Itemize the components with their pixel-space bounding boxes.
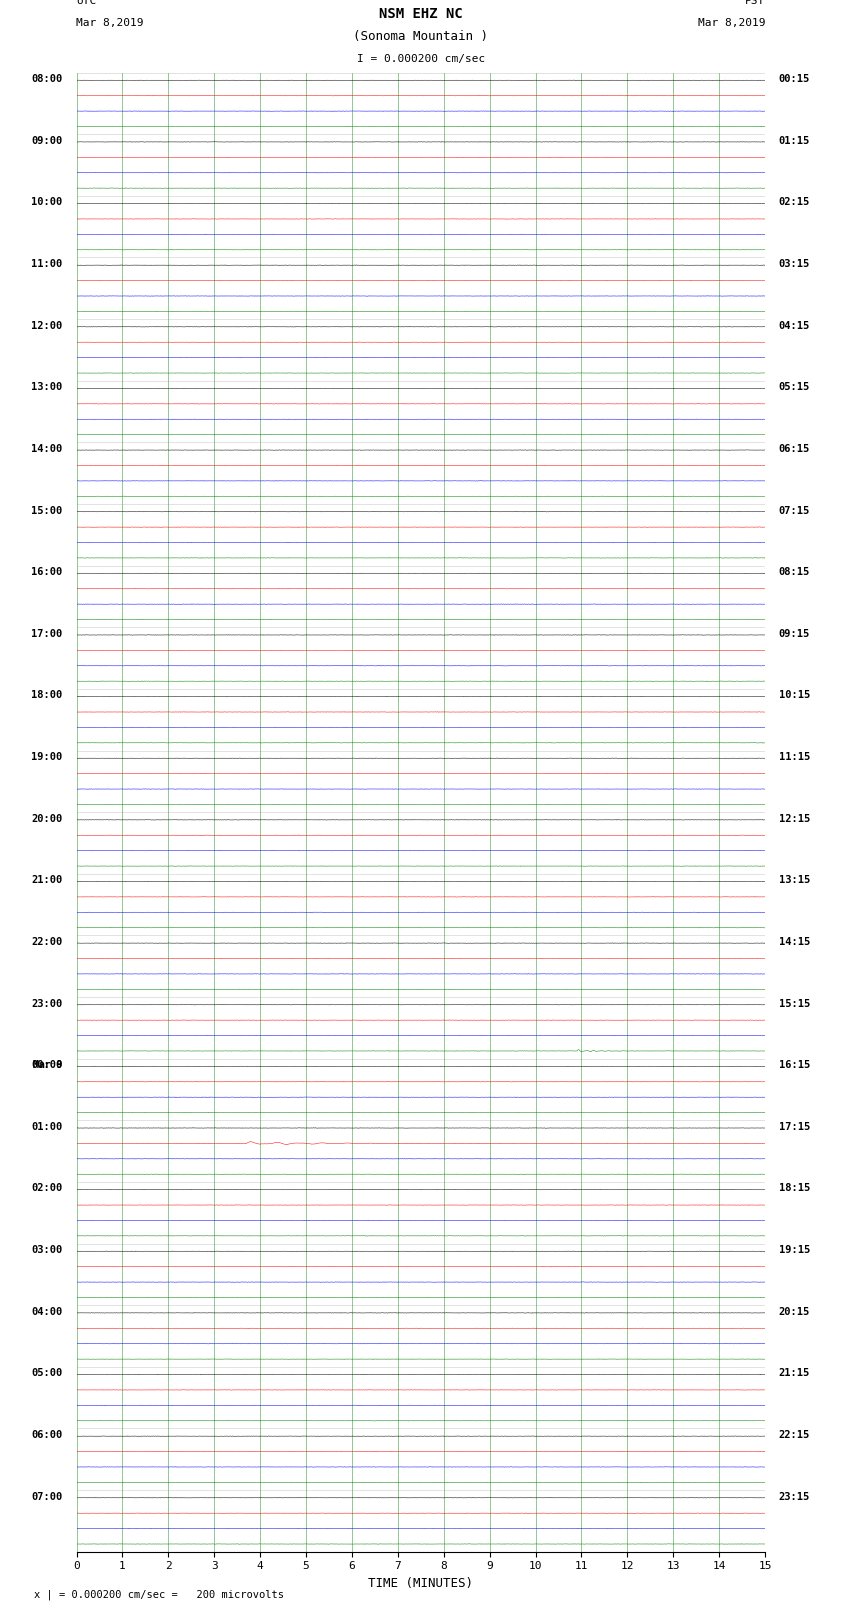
- Text: (Sonoma Mountain ): (Sonoma Mountain ): [354, 31, 488, 44]
- Text: 17:00: 17:00: [31, 629, 63, 639]
- Text: 08:00: 08:00: [31, 74, 63, 84]
- Text: 22:15: 22:15: [779, 1431, 810, 1440]
- Text: 08:15: 08:15: [779, 568, 810, 577]
- Text: 22:00: 22:00: [31, 937, 63, 947]
- Text: 10:15: 10:15: [779, 690, 810, 700]
- Text: 23:15: 23:15: [779, 1492, 810, 1502]
- Text: 00:00: 00:00: [31, 1060, 63, 1069]
- Text: 06:00: 06:00: [31, 1431, 63, 1440]
- Text: 07:15: 07:15: [779, 505, 810, 516]
- Text: UTC: UTC: [76, 0, 97, 6]
- Text: 18:00: 18:00: [31, 690, 63, 700]
- Text: 06:15: 06:15: [779, 444, 810, 453]
- Text: 04:00: 04:00: [31, 1307, 63, 1316]
- Text: 15:00: 15:00: [31, 505, 63, 516]
- Text: 02:00: 02:00: [31, 1184, 63, 1194]
- Text: 15:15: 15:15: [779, 998, 810, 1008]
- X-axis label: TIME (MINUTES): TIME (MINUTES): [368, 1578, 473, 1590]
- Text: 11:15: 11:15: [779, 752, 810, 761]
- Text: 18:15: 18:15: [779, 1184, 810, 1194]
- Text: 01:00: 01:00: [31, 1121, 63, 1132]
- Text: 21:00: 21:00: [31, 876, 63, 886]
- Text: 20:00: 20:00: [31, 813, 63, 824]
- Text: 21:15: 21:15: [779, 1368, 810, 1379]
- Text: 17:15: 17:15: [779, 1121, 810, 1132]
- Text: 14:00: 14:00: [31, 444, 63, 453]
- Text: 04:15: 04:15: [779, 321, 810, 331]
- Text: 14:15: 14:15: [779, 937, 810, 947]
- Text: 13:00: 13:00: [31, 382, 63, 392]
- Text: 05:00: 05:00: [31, 1368, 63, 1379]
- Text: 11:00: 11:00: [31, 260, 63, 269]
- Text: 02:15: 02:15: [779, 197, 810, 208]
- Text: 20:15: 20:15: [779, 1307, 810, 1316]
- Text: 12:00: 12:00: [31, 321, 63, 331]
- Text: 03:15: 03:15: [779, 260, 810, 269]
- Text: 09:00: 09:00: [31, 135, 63, 145]
- Text: x | = 0.000200 cm/sec =   200 microvolts: x | = 0.000200 cm/sec = 200 microvolts: [34, 1589, 284, 1600]
- Text: 19:00: 19:00: [31, 752, 63, 761]
- Text: 16:00: 16:00: [31, 568, 63, 577]
- Text: 01:15: 01:15: [779, 135, 810, 145]
- Text: 16:15: 16:15: [779, 1060, 810, 1069]
- Text: 19:15: 19:15: [779, 1245, 810, 1255]
- Text: 12:15: 12:15: [779, 813, 810, 824]
- Text: NSM EHZ NC: NSM EHZ NC: [379, 6, 462, 21]
- Text: 10:00: 10:00: [31, 197, 63, 208]
- Text: 23:00: 23:00: [31, 998, 63, 1008]
- Text: Mar 8,2019: Mar 8,2019: [76, 18, 144, 27]
- Text: I = 0.000200 cm/sec: I = 0.000200 cm/sec: [357, 53, 484, 63]
- Text: 09:15: 09:15: [779, 629, 810, 639]
- Text: 03:00: 03:00: [31, 1245, 63, 1255]
- Text: Mar 8,2019: Mar 8,2019: [698, 18, 765, 27]
- Text: PST: PST: [745, 0, 765, 6]
- Text: 00:15: 00:15: [779, 74, 810, 84]
- Text: Mar 9: Mar 9: [33, 1060, 63, 1069]
- Text: 07:00: 07:00: [31, 1492, 63, 1502]
- Text: 05:15: 05:15: [779, 382, 810, 392]
- Text: 13:15: 13:15: [779, 876, 810, 886]
